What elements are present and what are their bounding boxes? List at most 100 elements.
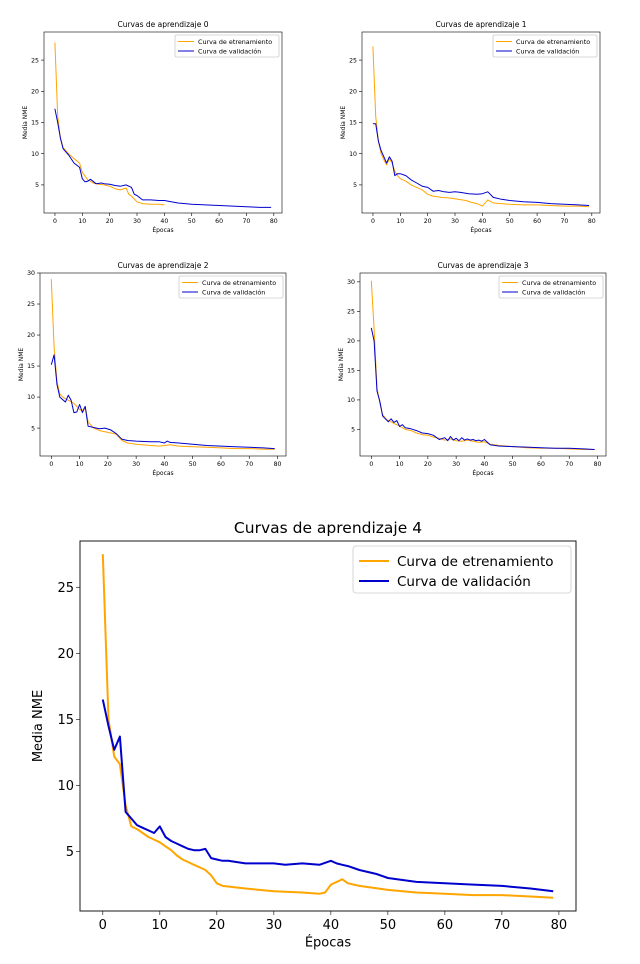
y-axis-label: Media NME — [22, 106, 29, 140]
x-tick-label: 30 — [451, 218, 459, 225]
y-tick-label: 30 — [347, 279, 355, 286]
y-tick-label: 15 — [31, 120, 39, 127]
legend-box — [352, 545, 572, 594]
y-tick-label: 25 — [31, 57, 39, 64]
series-line-train — [54, 42, 165, 206]
y-tick-label: 15 — [349, 120, 357, 127]
y-tick-label: 5 — [66, 845, 74, 860]
legend-entry: Curva de validación — [198, 47, 261, 55]
chart-title: Curvas de aprendizaje 2 — [117, 261, 208, 270]
x-tick-label: 80 — [551, 918, 568, 933]
x-tick-label: 30 — [133, 218, 141, 225]
x-tick-label: 0 — [371, 218, 375, 225]
y-tick-label: 10 — [349, 151, 357, 158]
x-tick-label: 80 — [588, 218, 596, 225]
x-axis-label: Épocas — [152, 226, 173, 234]
x-tick-label: 50 — [189, 461, 197, 468]
x-axis-label: Épocas — [472, 469, 493, 477]
series-line-validation — [54, 108, 272, 208]
x-tick-label: 80 — [274, 461, 282, 468]
x-tick-label: 70 — [242, 218, 250, 225]
x-tick-label: 60 — [215, 218, 223, 225]
legend-box — [174, 34, 280, 58]
legend-box — [178, 275, 284, 299]
y-tick-label: 20 — [27, 332, 35, 339]
series-line-train — [50, 279, 275, 450]
chart-3: 0 10 20 30 40 50 60 70 80 5 10 15 20 25 30 Curvas de ap… — [338, 261, 607, 477]
y-tick-label: 25 — [349, 57, 357, 64]
y-tick-label: 15 — [27, 363, 35, 370]
x-tick-label: 20 — [106, 218, 114, 225]
x-tick-label: 40 — [480, 461, 488, 468]
x-tick-label: 10 — [76, 461, 84, 468]
legend-entry: Curva de etrenamiento — [198, 38, 272, 46]
chart-title: Curvas de aprendizaje 0 — [117, 20, 208, 29]
x-tick-label: 60 — [217, 461, 225, 468]
x-tick-label: 80 — [270, 218, 278, 225]
x-tick-label: 20 — [424, 461, 432, 468]
legend-entry: Curva de etrenamiento — [522, 279, 596, 287]
x-tick-label: 0 — [49, 461, 53, 468]
series-line-train — [372, 46, 590, 208]
y-tick-label: 10 — [31, 151, 39, 158]
x-tick-label: 20 — [424, 218, 432, 225]
x-tick-label: 0 — [99, 918, 107, 933]
legend-entry: Curva de validación — [516, 47, 579, 55]
series-line-validation — [372, 123, 590, 206]
x-axis-label: Épocas — [152, 469, 173, 477]
chart-2: 0 10 20 30 40 50 60 70 80 5 10 15 20 25 30 Curvas de ap… — [18, 261, 287, 477]
y-tick-label: 5 — [351, 427, 355, 434]
y-tick-label: 5 — [35, 182, 39, 189]
x-tick-label: 50 — [509, 461, 517, 468]
x-tick-label: 40 — [160, 461, 168, 468]
x-tick-label: 50 — [188, 218, 196, 225]
x-tick-label: 10 — [396, 461, 404, 468]
x-tick-label: 0 — [53, 218, 57, 225]
y-axis-label: Media NME — [18, 348, 25, 382]
x-axis-label: Épocas — [470, 226, 491, 234]
x-tick-label: 20 — [209, 918, 226, 933]
y-tick-label: 30 — [27, 270, 35, 277]
series-line-validation — [370, 327, 595, 450]
legend-entry: Curva de validación — [397, 574, 531, 590]
y-tick-label: 25 — [27, 301, 35, 308]
legend-entry: Curva de etrenamiento — [397, 554, 554, 570]
x-tick-label: 50 — [506, 218, 514, 225]
x-tick-label: 60 — [437, 918, 454, 933]
y-tick-label: 25 — [57, 581, 74, 596]
chart-1: 0 10 20 30 40 50 60 70 80 5 10 15 20 25 Curvas de apre… — [340, 20, 601, 234]
x-tick-label: 10 — [152, 918, 169, 933]
x-tick-label: 10 — [396, 218, 404, 225]
y-tick-label: 5 — [31, 425, 35, 432]
x-tick-label: 60 — [533, 218, 541, 225]
plot-frame — [39, 272, 287, 457]
series-line-train — [101, 554, 554, 899]
y-tick-label: 15 — [347, 368, 355, 375]
x-tick-label: 70 — [560, 218, 568, 225]
chart-title: Curvas de aprendizaje 3 — [437, 261, 528, 270]
y-tick-label: 10 — [57, 779, 74, 794]
x-tick-label: 0 — [369, 461, 373, 468]
x-tick-label: 60 — [537, 461, 545, 468]
legend-box — [498, 275, 604, 299]
series-line-validation — [101, 699, 554, 893]
x-tick-label: 30 — [266, 918, 283, 933]
chart-0: 0 10 20 30 40 50 60 70 80 5 10 15 20 25 Curvas de apre… — [22, 20, 283, 234]
chart-title: Curvas de aprendizaje 4 — [234, 519, 422, 537]
x-tick-label: 50 — [380, 918, 397, 933]
y-tick-label: 15 — [57, 713, 74, 728]
y-tick-label: 20 — [57, 647, 74, 662]
legend-entry: Curva de validación — [202, 288, 265, 296]
x-tick-label: 80 — [594, 461, 602, 468]
x-tick-label: 70 — [565, 461, 573, 468]
y-tick-label: 10 — [347, 397, 355, 404]
legend-entry: Curva de etrenamiento — [202, 279, 276, 287]
y-axis-label: Media NME — [338, 348, 345, 382]
x-tick-label: 20 — [104, 461, 112, 468]
y-tick-label: 20 — [347, 338, 355, 345]
y-tick-label: 10 — [27, 394, 35, 401]
x-axis-label: Épocas — [305, 934, 352, 950]
x-tick-label: 30 — [452, 461, 460, 468]
